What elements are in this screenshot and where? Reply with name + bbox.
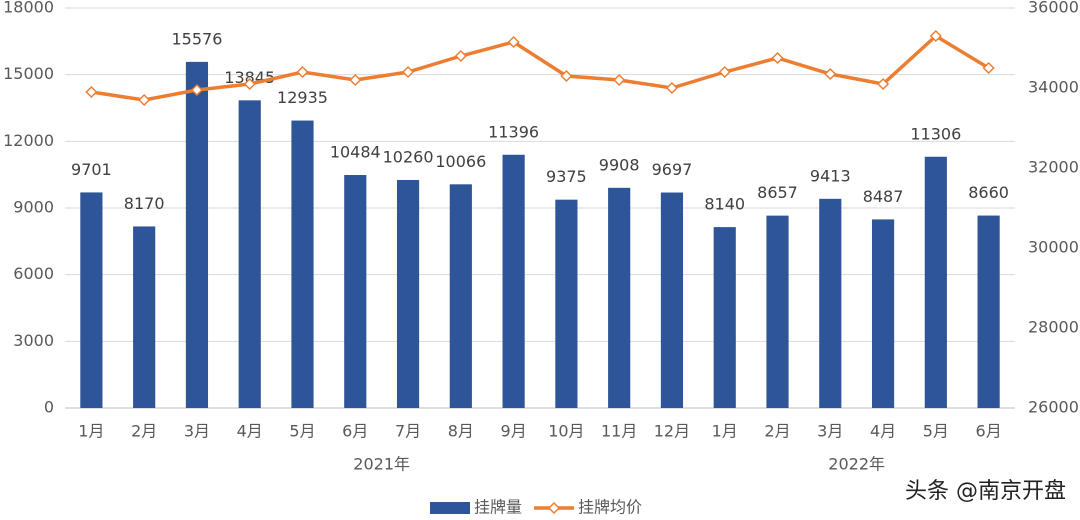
bar bbox=[238, 100, 261, 408]
bar bbox=[608, 187, 631, 408]
value-label: 8657 bbox=[757, 183, 798, 202]
line-marker bbox=[296, 65, 309, 79]
legend-label: 挂牌均价 bbox=[578, 498, 642, 517]
y-tick-label: 0 bbox=[44, 398, 54, 417]
y2-tick-label: 32000 bbox=[1028, 158, 1079, 177]
line-marker bbox=[929, 29, 942, 43]
legend-swatch bbox=[547, 501, 561, 515]
value-label: 11396 bbox=[488, 122, 539, 141]
line-marker bbox=[771, 51, 784, 65]
y2-tick-label: 36000 bbox=[1028, 0, 1079, 17]
line-marker bbox=[190, 83, 204, 97]
line bbox=[91, 33, 990, 102]
line-marker bbox=[876, 77, 890, 91]
bar bbox=[291, 120, 314, 409]
x-tick-label: 2月 bbox=[131, 422, 157, 441]
bar bbox=[80, 192, 103, 408]
bar bbox=[502, 154, 525, 408]
bar bbox=[344, 175, 367, 408]
line-marker bbox=[349, 73, 362, 87]
value-label: 8487 bbox=[863, 187, 904, 206]
value-label: 9375 bbox=[546, 167, 587, 186]
y-tick-label: 15000 bbox=[3, 64, 54, 83]
bar bbox=[185, 61, 209, 408]
y2-tick-label: 28000 bbox=[1028, 318, 1079, 337]
line-marker bbox=[613, 73, 626, 87]
value-label: 9701 bbox=[71, 160, 112, 179]
line-marker bbox=[85, 85, 98, 99]
x-group-label: 2021年 bbox=[353, 455, 410, 474]
line-marker bbox=[401, 65, 415, 79]
line-marker bbox=[454, 49, 467, 63]
value-label: 8170 bbox=[124, 194, 165, 213]
watermark: 头条 @南京开盘 bbox=[905, 479, 1066, 504]
value-label: 8660 bbox=[968, 183, 1009, 202]
bar bbox=[924, 156, 947, 408]
x-tick-label: 5月 bbox=[289, 422, 315, 441]
bar bbox=[555, 199, 578, 408]
value-label: 9697 bbox=[652, 160, 693, 179]
legend-label: 挂牌量 bbox=[474, 498, 522, 517]
x-group-label: 2022年 bbox=[828, 455, 885, 474]
value-label: 11306 bbox=[910, 124, 961, 143]
x-tick-label: 1月 bbox=[78, 422, 104, 441]
x-tick-label: 2月 bbox=[764, 422, 790, 441]
x-tick-label: 12月 bbox=[654, 422, 690, 441]
value-label: 15576 bbox=[171, 29, 222, 48]
bar bbox=[133, 226, 156, 408]
x-tick-label: 1月 bbox=[712, 422, 738, 441]
bar bbox=[396, 180, 420, 408]
line-marker bbox=[507, 35, 520, 49]
bar bbox=[766, 215, 789, 408]
value-label: 10484 bbox=[330, 143, 381, 162]
x-tick-label: 5月 bbox=[923, 422, 949, 441]
x-tick-label: 6月 bbox=[976, 422, 1002, 441]
legend-swatch bbox=[430, 502, 470, 514]
value-label: 8140 bbox=[704, 195, 745, 214]
line-marker bbox=[982, 61, 995, 75]
x-tick-label: 7月 bbox=[395, 422, 421, 441]
x-tick-label: 4月 bbox=[870, 422, 896, 441]
bar bbox=[449, 184, 472, 408]
y-tick-label: 9000 bbox=[13, 198, 54, 217]
x-tick-label: 4月 bbox=[237, 422, 263, 441]
x-tick-label: 10月 bbox=[548, 422, 584, 441]
value-label: 9413 bbox=[810, 166, 851, 185]
line-marker bbox=[243, 77, 256, 91]
y-tick-label: 12000 bbox=[3, 131, 54, 150]
x-tick-label: 3月 bbox=[817, 422, 843, 441]
y-tick-label: 18000 bbox=[3, 0, 54, 17]
value-label: 9908 bbox=[599, 155, 640, 174]
value-label: 10066 bbox=[435, 152, 486, 171]
y2-tick-label: 34000 bbox=[1028, 78, 1079, 97]
x-tick-label: 11月 bbox=[601, 422, 637, 441]
y2-tick-label: 26000 bbox=[1028, 398, 1079, 417]
line-marker bbox=[665, 81, 679, 95]
line-marker bbox=[718, 65, 731, 79]
bar bbox=[819, 198, 842, 408]
x-tick-label: 9月 bbox=[501, 422, 527, 441]
line-marker bbox=[824, 67, 837, 81]
y-tick-label: 6000 bbox=[13, 264, 54, 283]
y-tick-label: 3000 bbox=[13, 331, 54, 350]
y2-tick-label: 30000 bbox=[1028, 238, 1079, 257]
bar bbox=[660, 192, 684, 408]
value-label: 12935 bbox=[277, 88, 328, 107]
x-tick-label: 8月 bbox=[448, 422, 474, 441]
bar bbox=[713, 227, 736, 408]
value-label: 10260 bbox=[383, 148, 434, 167]
x-tick-label: 6月 bbox=[342, 422, 368, 441]
line-marker bbox=[138, 93, 151, 107]
line-marker bbox=[560, 69, 573, 83]
bar bbox=[871, 219, 895, 408]
bar bbox=[977, 215, 1000, 408]
x-tick-label: 3月 bbox=[184, 422, 210, 441]
